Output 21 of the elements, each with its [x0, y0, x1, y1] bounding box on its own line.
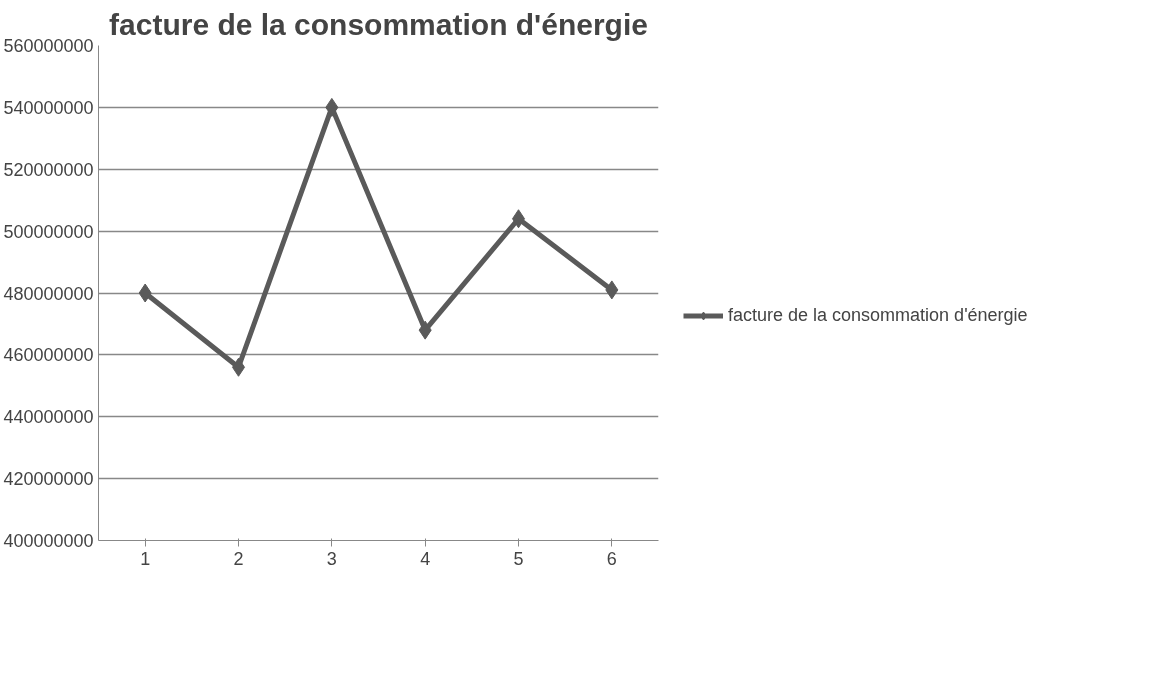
x-tick-label: 4: [420, 548, 431, 569]
x-tick-label: 5: [513, 548, 524, 569]
point: [605, 280, 619, 300]
x-tick-label: 1: [140, 548, 151, 569]
point: [138, 283, 152, 303]
y-tick-label: 520000000: [3, 159, 94, 180]
y-tick-label: 540000000: [3, 97, 94, 118]
y-tick-label: 480000000: [3, 283, 94, 304]
x-tick-label: 6: [606, 548, 617, 569]
x-tick-label: 3: [326, 548, 337, 569]
x-tick-label: 2: [233, 548, 244, 569]
legend-label: facture de la consommation d'énergie: [728, 304, 1028, 326]
point: [418, 320, 432, 340]
chart-title: facture de la consommation d'énergie: [109, 7, 648, 41]
y-tick-label: 440000000: [3, 407, 94, 428]
y-tick-label: 500000000: [3, 221, 94, 242]
y-tick-label: 420000000: [3, 469, 94, 490]
point: [325, 97, 339, 117]
y-tick-label: 560000000: [3, 36, 94, 56]
y-tick-label: 400000000: [3, 531, 94, 551]
y-tick-label: 460000000: [3, 345, 94, 366]
